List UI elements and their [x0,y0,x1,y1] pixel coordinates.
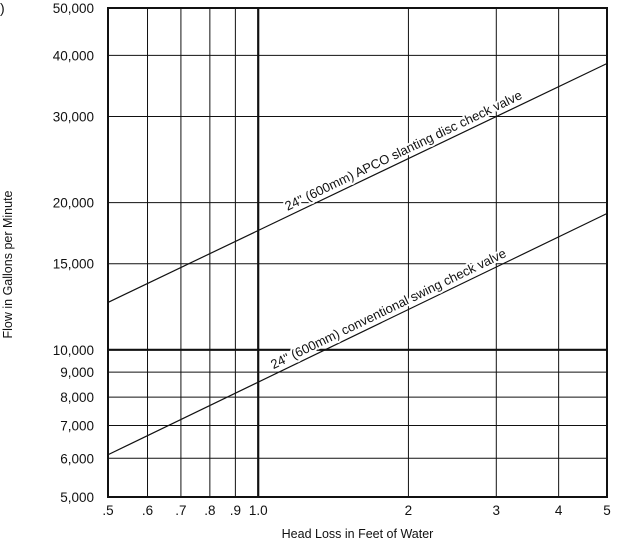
y-tick-label: 10,000 [53,343,94,358]
y-tick-label: 30,000 [53,109,94,124]
series-line [107,62,608,303]
y-axis-title: Flow in Gallons per Minute [1,190,15,338]
x-axis-title: Head Loss in Feet of Water [282,527,434,541]
y-tick-label: 5,000 [60,490,94,505]
x-tick-label: 4 [555,503,563,518]
x-tick-label: 3 [493,503,501,518]
x-tick-label: .7 [175,503,186,518]
x-tick-label: .9 [230,503,241,518]
y-tick-label: 6,000 [60,451,94,466]
series-label: 24" (600mm) conventional swing check val… [268,245,508,372]
x-tick-label: .6 [142,503,153,518]
y-tick-labels: 5,000 6,000 7,000 8,000 9,000 10,000 15,000 20,… [53,1,94,505]
plot-frame [107,7,608,498]
y-tick-label: 15,000 [53,257,94,272]
y-tick-label: 50,000 [53,1,94,16]
y-tick-label: 8,000 [60,390,94,405]
edge-fragment: ) [0,0,5,16]
series-label: 24" (600mm) APCO slanting disc check val… [282,87,524,213]
series-line [107,212,608,456]
reference-lines [108,8,607,497]
x-tick-label: .8 [204,503,215,518]
x-tick-label: 2 [405,503,413,518]
y-tick-label: 40,000 [53,48,94,63]
series-lines: 24" (600mm) APCO slanting disc check val… [107,62,608,456]
x-tick-label: .5 [102,503,113,518]
x-tick-label: 1.0 [249,503,268,518]
y-tick-label: 20,000 [53,196,94,211]
x-tick-labels: .5 .6 .7 .8 .9 1.0 2 3 4 5 [102,503,610,518]
x-tick-label: 5 [603,503,611,518]
y-tick-label: 9,000 [60,365,94,380]
grid [107,7,608,498]
y-tick-label: 7,000 [60,419,94,434]
